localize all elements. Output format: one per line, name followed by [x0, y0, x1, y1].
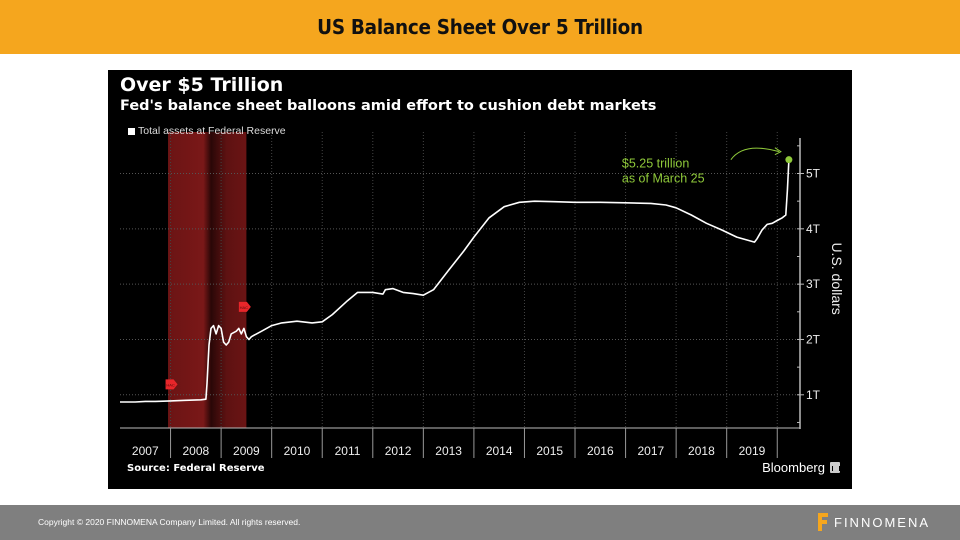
event-marker-label: HAC	[166, 382, 175, 387]
finnomena-logo: FINNOMENA	[817, 512, 930, 532]
legend-swatch	[128, 127, 135, 135]
x-tick-label: 2012	[385, 444, 412, 458]
x-tick-label: 2017	[638, 444, 665, 458]
x-tick-label: 2008	[182, 444, 209, 458]
chart-subtitle: Fed's balance sheet balloons amid effort…	[120, 98, 657, 114]
chart-panel: 2007 2008 2009 2010 2011 2012 2013 2014 2015 2016…	[108, 70, 852, 489]
bloomberg-wordmark: Bloomberg	[762, 460, 825, 475]
slide-title: US Balance Sheet Over 5 Trillion	[317, 15, 643, 39]
annotation-dot	[785, 156, 793, 164]
chart-title: Over $5 Trillion	[120, 74, 284, 96]
y-tick-label: 5T	[806, 166, 821, 180]
bloomberg-terminal-icon	[830, 462, 840, 473]
x-tick-label: 2009	[233, 444, 260, 458]
series-line-total-assets	[120, 159, 790, 403]
y-tick-label: 1T	[806, 388, 821, 402]
finnomena-f-icon	[818, 513, 828, 531]
x-tick-label: 2007	[132, 444, 159, 458]
event-marker	[165, 379, 178, 390]
finnomena-wordmark: FINNOMENA	[834, 514, 930, 530]
copyright-text: Copyright © 2020 FINNOMENA Company Limit…	[38, 517, 301, 527]
y-tick-label: 2T	[806, 332, 821, 346]
line-chart: 2007 2008 2009 2010 2011 2012 2013 2014 2015 2016…	[120, 132, 845, 458]
bloomberg-logo: Bloomberg	[762, 460, 840, 475]
legend-label: Total assets at Federal Reserve	[138, 125, 286, 137]
slide-footer: Copyright © 2020 FINNOMENA Company Limit…	[0, 505, 960, 540]
y-axis-label: U.S. dollars	[829, 242, 845, 314]
event-marker-label: HAC	[240, 305, 249, 310]
x-tick-label: 2016	[587, 444, 614, 458]
x-tick-label: 2013	[435, 444, 462, 458]
x-tick-label: 2019	[739, 444, 766, 458]
y-tick-label: 4T	[806, 222, 821, 236]
x-tick-label: 2014	[486, 444, 513, 458]
y-tick-label: 3T	[806, 277, 821, 291]
x-tick-label: 2018	[688, 444, 715, 458]
annotation-arrow	[730, 147, 780, 160]
slide-header: US Balance Sheet Over 5 Trillion	[0, 0, 960, 54]
chart-source: Source: Federal Reserve	[127, 463, 265, 474]
x-tick-label: 2010	[284, 444, 311, 458]
event-marker	[238, 301, 251, 312]
annotation-line1: $5.25 trillion	[622, 157, 689, 171]
x-tick-label: 2011	[335, 444, 361, 458]
annotation-arrowhead	[774, 147, 782, 156]
annotation-line2: as of March 25	[622, 172, 705, 186]
x-tick-label: 2015	[536, 444, 563, 458]
chart-legend: Total assets at Federal Reserve	[128, 125, 286, 137]
